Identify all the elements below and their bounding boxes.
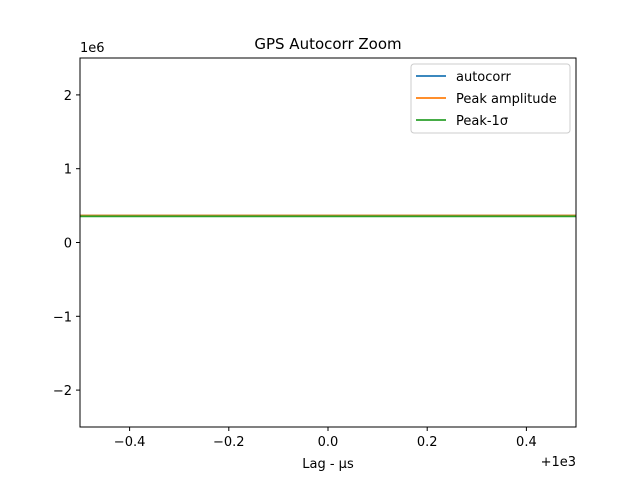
legend-label: Peak amplitude [456,92,557,107]
x-offset-label: +1e3 [541,455,576,470]
y-tick-label: −2 [53,384,72,399]
legend: autocorr Peak amplitude Peak-1σ [410,63,571,134]
chart-title: GPS Autocorr Zoom [254,35,401,53]
y-axis-ticks: −2 −1 0 1 2 [53,89,80,399]
x-axis-label: Lag - μs [302,457,354,472]
series-lines [80,214,576,218]
x-tick-label: 0.2 [417,435,438,450]
y-tick-label: 2 [64,89,72,104]
legend-label: Peak-1σ [456,114,508,129]
y-scale-label: 1e6 [80,41,105,56]
x-tick-label: −0.4 [114,435,146,450]
legend-box [410,63,571,134]
x-axis-ticks: −0.4 −0.2 0.0 0.2 0.4 [114,427,537,450]
x-tick-label: 0.0 [318,435,339,450]
y-tick-label: −1 [53,310,72,325]
x-tick-label: −0.2 [213,435,245,450]
y-tick-label: 1 [64,163,72,178]
y-tick-label: 0 [64,237,72,252]
legend-label: autocorr [456,70,511,85]
x-tick-label: 0.4 [516,435,537,450]
